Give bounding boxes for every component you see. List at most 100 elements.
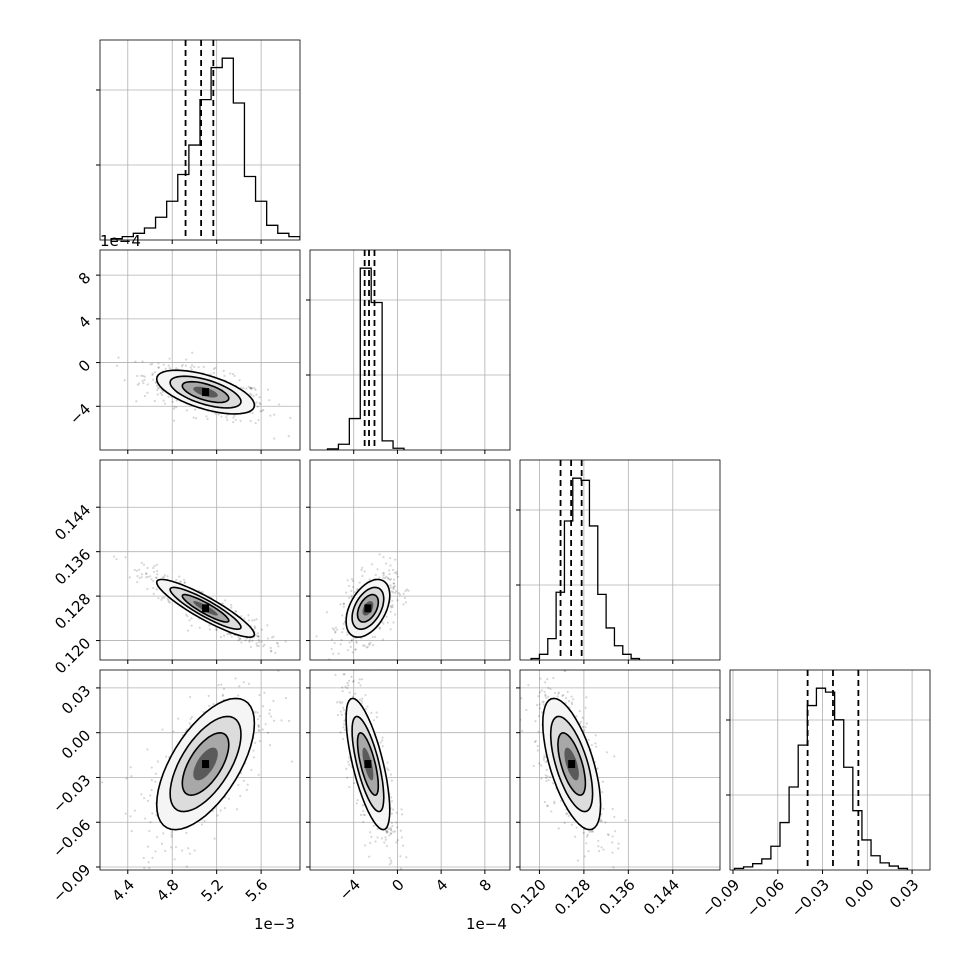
sample-point: [125, 777, 128, 780]
sample-point: [585, 842, 588, 845]
sample-point: [257, 773, 260, 776]
sample-point: [548, 666, 550, 668]
sample-point: [350, 639, 353, 643]
sample-point: [269, 646, 272, 650]
sample-point: [347, 684, 350, 687]
sample-point: [387, 769, 390, 772]
sample-point: [346, 649, 349, 652]
scatter-panel: [100, 250, 300, 450]
sample-point: [585, 722, 588, 725]
x-tick-label: −0.03: [788, 876, 833, 921]
sample-point: [378, 553, 381, 556]
sample-point: [235, 808, 239, 811]
sample-point: [372, 719, 376, 722]
sample-point: [222, 369, 225, 372]
sample-point: [247, 619, 250, 622]
sample-point: [133, 568, 136, 572]
sample-point: [540, 689, 543, 692]
x-offset-label-param1: 1e−3: [254, 915, 295, 933]
sample-point: [331, 652, 335, 655]
sample-point: [255, 393, 258, 396]
sample-point: [575, 826, 578, 829]
sample-point: [351, 579, 355, 583]
sample-point: [412, 887, 414, 889]
sample-point: [348, 691, 351, 694]
sample-point: [405, 588, 409, 591]
sample-point: [198, 626, 201, 629]
sample-point: [190, 624, 193, 627]
sample-point: [217, 413, 220, 416]
sample-point: [259, 403, 262, 406]
sample-point: [128, 576, 131, 579]
sample-point: [145, 572, 148, 575]
sample-point: [396, 599, 399, 602]
sample-point: [247, 614, 250, 617]
sample-point: [399, 829, 402, 832]
sample-point: [287, 435, 290, 438]
sample-point: [400, 813, 404, 816]
sample-point: [201, 590, 204, 594]
sample-point: [262, 645, 265, 648]
sample-point: [537, 730, 540, 734]
sample-point: [258, 729, 261, 732]
sample-point: [254, 388, 257, 391]
sample-point: [248, 640, 251, 643]
density-peak: [364, 760, 372, 769]
sample-point: [392, 830, 395, 833]
sample-point: [520, 697, 523, 700]
sample-point: [156, 393, 159, 396]
sample-point: [540, 777, 543, 780]
sample-point: [565, 812, 568, 815]
sample-point: [237, 635, 240, 639]
sample-point: [392, 585, 395, 589]
sample-point: [154, 381, 157, 384]
sample-point: [255, 642, 258, 645]
sample-point: [101, 781, 104, 784]
sample-point: [153, 876, 155, 878]
sample-point: [375, 716, 379, 719]
sample-point: [186, 615, 189, 618]
sample-point: [167, 364, 170, 367]
sample-point: [185, 831, 188, 834]
sample-point: [168, 357, 171, 360]
sample-point: [200, 823, 203, 826]
sample-point: [395, 572, 398, 576]
sample-point: [571, 703, 574, 706]
panel-frame: [309, 249, 511, 451]
sample-point: [347, 584, 351, 588]
sample-point: [542, 700, 545, 703]
sample-point: [594, 734, 597, 737]
sample-point: [157, 366, 160, 369]
sample-point: [181, 363, 184, 366]
sample-point: [209, 373, 212, 376]
sample-point: [234, 418, 237, 422]
sample-point: [364, 693, 367, 697]
sample-point: [130, 830, 133, 833]
sample-point: [188, 852, 192, 855]
sample-point: [234, 610, 237, 613]
sample-point: [257, 635, 260, 638]
sample-point: [150, 578, 153, 581]
y-tick-label: 4: [75, 312, 94, 331]
sample-point: [252, 749, 255, 752]
sample-point: [270, 649, 273, 652]
sample-point: [543, 801, 546, 804]
sample-point: [599, 818, 602, 821]
sample-point: [190, 368, 193, 371]
sample-point: [348, 641, 351, 644]
sample-point: [277, 645, 280, 648]
sample-point: [590, 830, 593, 833]
scatter-panel: [100, 460, 300, 660]
sample-point: [261, 409, 264, 412]
sample-point: [549, 776, 552, 779]
sample-point: [392, 587, 395, 591]
sample-point: [268, 399, 271, 402]
panel-frame: [309, 459, 511, 661]
x-tick-label: 0: [388, 876, 407, 895]
sample-point: [154, 772, 157, 775]
density-peak: [202, 760, 210, 769]
sample-point: [350, 675, 353, 678]
sample-point: [576, 859, 580, 862]
sample-point: [384, 576, 387, 580]
sample-point: [230, 635, 233, 638]
